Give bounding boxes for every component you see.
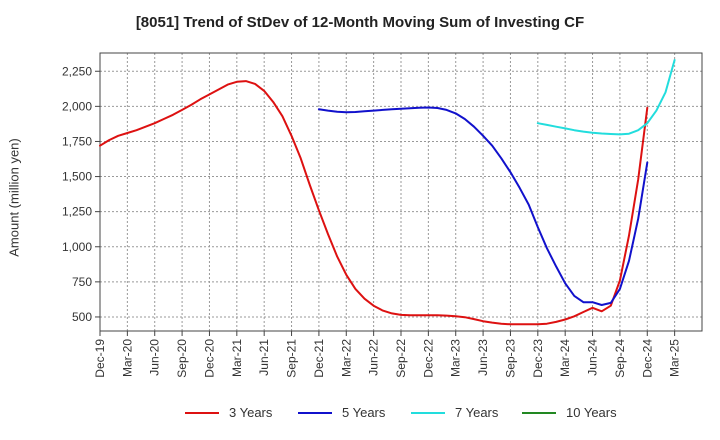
legend-item-7y: 7 Years: [411, 405, 498, 420]
y-tick-label: 500: [72, 310, 92, 324]
chart-title: [8051] Trend of StDev of 12-Month Moving…: [135, 14, 585, 31]
y-tick-label: 1,000: [62, 240, 92, 254]
x-tick-label: Dec-24: [640, 339, 654, 378]
series-line-3: [536, 59, 676, 136]
legend-swatch-7y: [411, 411, 445, 414]
x-tick-label: Sep-20: [175, 339, 189, 378]
x-tick-label: Jun-24: [586, 339, 600, 376]
x-tick-label: Jun-21: [257, 339, 271, 376]
y-tick-label: 1,750: [62, 134, 92, 148]
legend-label-5y: 5 Years: [342, 405, 386, 420]
legend-swatch-10y: [522, 411, 556, 414]
y-tick-label: 1,500: [62, 170, 92, 184]
x-tick-label: Mar-20: [120, 339, 134, 377]
series-line-2: [317, 106, 649, 306]
x-tick-label: Sep-23: [503, 339, 517, 378]
x-tick-label: Mar-25: [668, 339, 682, 377]
y-tick-label: 2,250: [62, 64, 92, 78]
y-tick-label: 1,250: [62, 205, 92, 219]
x-tick-label: Jun-22: [367, 339, 381, 376]
legend-item-5y: 5 Years: [298, 405, 385, 420]
legend-label-3y: 3 Years: [229, 405, 273, 420]
x-tick-label: Jun-23: [476, 339, 490, 376]
y-tick-label: 750: [72, 275, 92, 289]
chart-legend: 3 Years 5 Years 7 Years 10 Years: [0, 405, 720, 425]
x-tick-label: Mar-21: [230, 339, 244, 377]
x-tick-label: Dec-20: [202, 339, 216, 378]
y-tick-label: 2,000: [62, 99, 92, 113]
legend-item-3y: 3 Years: [185, 405, 272, 420]
x-tick-label: Mar-22: [339, 339, 353, 377]
series-line-1: [99, 80, 649, 326]
x-tick-label: Dec-22: [421, 339, 435, 378]
legend-swatch-5y: [298, 411, 332, 414]
x-tick-label: Dec-19: [93, 339, 107, 378]
legend-swatch-3y: [185, 411, 219, 414]
x-tick-label: Mar-24: [558, 339, 572, 377]
x-tick-label: Mar-23: [449, 339, 463, 377]
x-tick-label: Sep-24: [613, 339, 627, 378]
x-tick-label: Dec-21: [312, 339, 326, 378]
x-tick-label: Jun-20: [148, 339, 162, 376]
x-tick-label: Dec-23: [531, 339, 545, 378]
legend-label-7y: 7 Years: [455, 405, 499, 420]
legend-item-10y: 10 Years: [522, 405, 617, 420]
x-tick-label: Sep-21: [285, 339, 299, 378]
legend-label-10y: 10 Years: [566, 405, 617, 420]
line-chart: 500 750 1,000 1,250 1,500 1,750 2,000 2,250 Dec-…: [62, 52, 703, 378]
x-tick-label: Sep-22: [394, 339, 408, 378]
